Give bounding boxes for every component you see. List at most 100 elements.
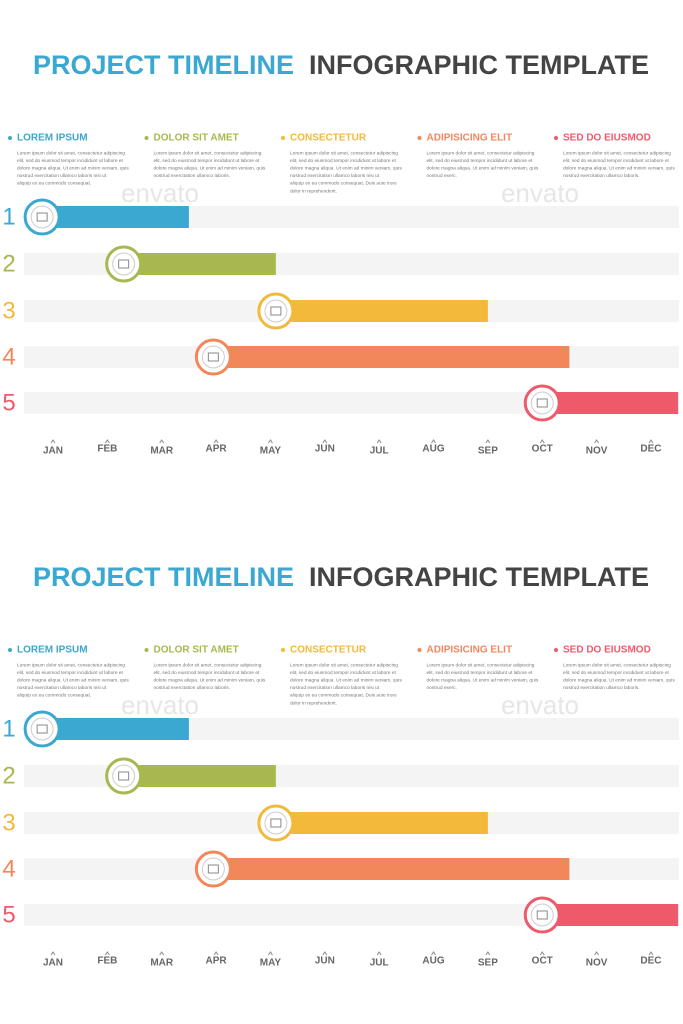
month-caret [485, 951, 491, 956]
legend-text: dolore magna aliqua. Ut enim ad minim ve… [154, 677, 266, 683]
legend-text: nostrud exerc. [427, 685, 457, 691]
legend-text: aliquip ex ea commodo consequat. [17, 181, 91, 187]
timeline-bar [275, 300, 488, 322]
legend-text: nostrud exercitation ullamco laboris. [154, 685, 231, 691]
title-space [294, 50, 309, 80]
milestone-glyph [270, 306, 282, 316]
title: PROJECT TIMELINE INFOGRAPHIC TEMPLATE [33, 562, 649, 592]
milestone-glyph [118, 259, 130, 269]
panel: PROJECT TIMELINE INFOGRAPHIC TEMPLATE env… [0, 512, 683, 1024]
month-caret [431, 439, 436, 444]
month-label: JUL [370, 958, 389, 969]
legend-text: dolore magna aliqua. Ut enim ad minim ve… [17, 165, 129, 171]
month-label: JUN [315, 444, 335, 455]
month-label: JUL [370, 446, 389, 457]
legend-text: dolor in reprehenderit. [290, 700, 337, 706]
milestone-inner [112, 764, 136, 788]
legend-text: Lorem ipsum dolor sit amet, consectetur … [427, 662, 535, 668]
milestone-inner [30, 717, 54, 741]
month-caret [322, 951, 328, 956]
month-caret [485, 439, 491, 444]
title-space [294, 562, 309, 592]
legend-text: dolore magna aliqua. Ut enim ad minim ve… [17, 677, 129, 683]
legend-text: nostrud exercitation ullamco laboris nis… [17, 685, 107, 691]
milestone-inner [264, 811, 288, 835]
milestone-inner [201, 857, 225, 881]
month-label: NOV [586, 958, 608, 969]
month-caret [594, 951, 600, 956]
milestone-inner [112, 252, 136, 276]
legend-label: ADIPISICING ELIT [427, 645, 513, 656]
legend-text: aliquip ex ea commodo consequat. Duis au… [290, 693, 397, 699]
month-caret [159, 951, 165, 956]
legend-text: elit, sed do eiusmod tempor incididunt u… [427, 670, 534, 676]
timeline-bar [213, 346, 570, 368]
timeline-bar [42, 206, 189, 228]
legend-label: LOREM IPSUM [17, 645, 88, 656]
legend-text: nostrud exercitation ullamco laboris. [563, 685, 640, 691]
month-caret [376, 439, 382, 444]
legend-bullet [554, 648, 558, 652]
month-label: AUG [422, 956, 444, 967]
legend-bullet [8, 648, 12, 652]
legend-bullet [8, 136, 12, 140]
month-label: JAN [43, 958, 63, 969]
row-number: 3 [2, 809, 15, 836]
legend-text: nostrud exercitation ullamco laboris. [563, 173, 640, 179]
month-label: MAR [150, 958, 174, 969]
legend-text: dolore magna aliqua. Ut enim ad minim ve… [290, 165, 402, 171]
month-label: AUG [422, 444, 444, 455]
watermark: envato [501, 178, 579, 208]
milestone-glyph [36, 724, 48, 734]
month-label: FEB [97, 444, 117, 455]
legend-text: dolore magna aliqua. Ut enim ad minim ve… [563, 677, 675, 683]
watermark: envato [501, 690, 579, 720]
month-caret [594, 439, 600, 444]
month-label: NOV [586, 446, 608, 457]
row-number: 2 [2, 762, 15, 789]
milestone-glyph [536, 398, 548, 408]
legend-bullet [417, 136, 422, 140]
timeline-bar [542, 392, 679, 414]
legend-label: DOLOR SIT AMET [154, 133, 239, 144]
legend-text: nostrud exerc. [427, 173, 457, 179]
title: PROJECT TIMELINE INFOGRAPHIC TEMPLATE [33, 50, 649, 80]
legend-text: elit, sed do eiusmod tempor incididunt u… [154, 670, 261, 676]
legend-text: dolor in reprehenderit. [290, 188, 337, 194]
month-label: DEC [640, 444, 661, 455]
legend-text: Lorem ipsum dolor sit amet, consectetur … [17, 662, 125, 668]
month-label: JUN [315, 956, 335, 967]
milestone-glyph [207, 864, 219, 874]
legend-text: elit, sed do eiusmod tempor incididunt u… [154, 158, 261, 164]
timeline-bar [123, 765, 276, 787]
month-label: APR [206, 956, 228, 967]
month-label: APR [206, 444, 228, 455]
title-dark: INFOGRAPHIC TEMPLATE [309, 562, 649, 592]
month-label: DEC [640, 956, 661, 967]
month-caret [268, 439, 273, 444]
legend-text: elit, sed do eiusmod tempor incididunt u… [17, 158, 124, 164]
timeline-bar [275, 812, 488, 834]
month-caret [104, 439, 110, 444]
legend-label: SED DO EIUSMOD [563, 645, 651, 656]
legend-text: dolore magna aliqua. Ut enim ad minim ve… [154, 165, 266, 171]
row-number: 3 [2, 297, 15, 324]
legend-label: CONSECTETUR [290, 133, 367, 144]
milestone-glyph [118, 771, 130, 781]
legend-bullet [554, 136, 558, 140]
legend-text: aliquip ex ea commodo consequat. Duis au… [290, 181, 397, 187]
row-track [24, 392, 679, 414]
legend-text: dolore magna aliqua. Ut enim ad minim ve… [427, 165, 539, 171]
milestone-inner [30, 205, 54, 229]
watermark: envato [121, 690, 199, 720]
watermark: envato [121, 178, 199, 208]
panel: PROJECT TIMELINE INFOGRAPHIC TEMPLATE env… [2, 50, 679, 457]
legend-text: elit, sed do eiusmod tempor incididunt u… [290, 670, 397, 676]
legend-label: CONSECTETUR [290, 645, 367, 656]
milestone-glyph [270, 818, 282, 828]
legend-text: Lorem ipsum dolor sit amet, consectetur … [154, 662, 262, 668]
milestone-glyph [36, 212, 48, 222]
month-caret [213, 951, 219, 956]
